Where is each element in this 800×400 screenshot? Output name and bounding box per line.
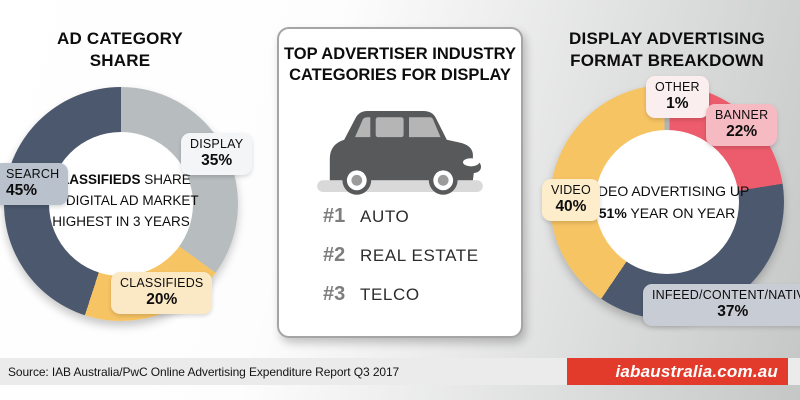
classifieds-segment-label: CLASSIFIEDS 20% — [111, 272, 213, 315]
video-growth-note: VIDEO ADVERTISING UP 51% YEAR ON YEAR — [584, 183, 750, 221]
top-advertisers-card: TOP ADVERTISER INDUSTRY CATEGORIES FOR D… — [277, 27, 523, 338]
ad-category-share-chart: CLASSIFIEDS SHARE OF DIGITAL AD MARKET H… — [4, 87, 238, 321]
rank-number: #1 — [323, 204, 346, 227]
rank-number: #3 — [323, 282, 346, 305]
rank-label: TELCO — [360, 284, 420, 304]
footer-band: Source: IAB Australia/PwC Online Adverti… — [0, 358, 800, 385]
list-item: #3 TELCO — [323, 283, 521, 306]
car-icon — [317, 110, 483, 195]
website-badge[interactable]: iabaustralia.com.au — [567, 358, 788, 385]
other-segment-label: OTHER 1% — [646, 76, 709, 119]
infeed-segment-label: INFEED/CONTENT/NATIVE 37% — [643, 284, 800, 327]
classifieds-note: CLASSIFIEDS SHARE OF DIGITAL AD MARKET H… — [43, 172, 199, 229]
list-item: #2 REAL ESTATE — [323, 244, 521, 267]
banner-segment-label: BANNER 22% — [706, 104, 778, 147]
rank-label: AUTO — [360, 206, 410, 226]
rank-number: #2 — [323, 243, 346, 266]
top-advertisers-title: TOP ADVERTISER INDUSTRY CATEGORIES FOR D… — [284, 45, 516, 85]
ad-category-share-title: AD CATEGORY SHARE — [57, 29, 183, 70]
search-segment-label: SEARCH 45% — [0, 163, 69, 206]
top-advertisers-list: #1 AUTO #2 REAL ESTATE #3 TELCO — [323, 205, 521, 306]
list-item: #1 AUTO — [323, 205, 521, 228]
video-segment-label: VIDEO 40% — [542, 179, 600, 222]
display-segment-label: DISPLAY 35% — [181, 133, 253, 176]
format-breakdown-title: DISPLAY ADVERTISING FORMAT BREAKDOWN — [569, 29, 765, 70]
donut-hole — [49, 132, 193, 276]
donut-hole — [595, 130, 739, 274]
source-text: Source: IAB Australia/PwC Online Adverti… — [8, 364, 400, 379]
rank-label: REAL ESTATE — [360, 245, 479, 265]
